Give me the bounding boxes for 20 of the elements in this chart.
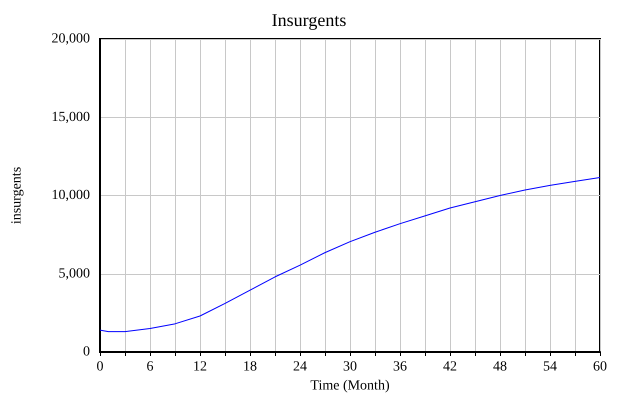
chart-title: Insurgents bbox=[272, 10, 346, 30]
y-tick-label: 0 bbox=[83, 344, 90, 360]
x-tick-label: 54 bbox=[543, 360, 557, 374]
x-tick-label: 6 bbox=[146, 360, 154, 374]
x-tick-label: 12 bbox=[193, 360, 207, 374]
y-tick-label: 15,000 bbox=[52, 110, 90, 125]
x-tick-label: 18 bbox=[243, 360, 257, 374]
x-tick-label: 36 bbox=[393, 360, 407, 374]
x-tick-label: 60 bbox=[593, 360, 607, 374]
x-tick-label: 24 bbox=[293, 360, 307, 374]
y-tick-label: 5,000 bbox=[58, 266, 90, 282]
x-tick-label: 30 bbox=[343, 360, 357, 374]
y-axis-title: insurgents bbox=[10, 166, 24, 224]
x-tick-label: 42 bbox=[443, 360, 457, 374]
x-axis-title: Time (Month) bbox=[310, 378, 390, 394]
x-tick-label: 48 bbox=[493, 360, 507, 374]
line-series bbox=[100, 177, 600, 332]
y-tick-label: 20,000 bbox=[52, 32, 90, 46]
x-tick-label: 0 bbox=[96, 360, 104, 374]
y-tick-label: 10,000 bbox=[52, 188, 90, 203]
